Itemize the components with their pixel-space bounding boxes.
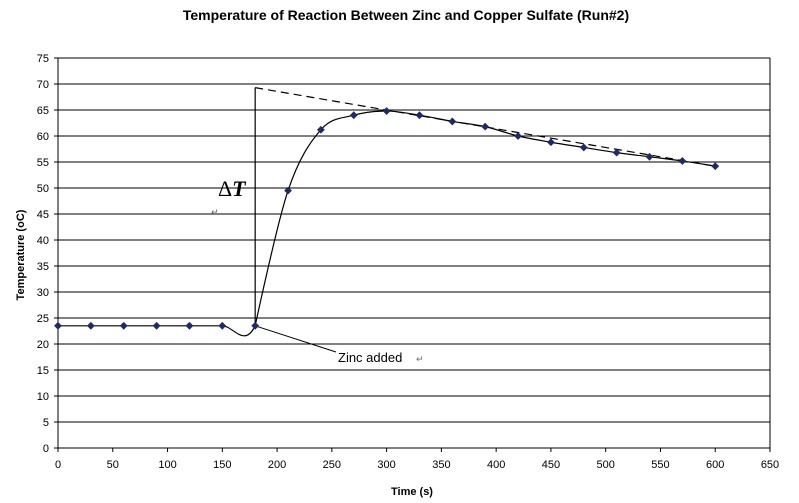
zinc-added-leader (255, 325, 337, 353)
x-tick-label: 350 (432, 459, 450, 471)
y-tick-label: 50 (37, 183, 49, 195)
x-tick-label: 250 (323, 459, 341, 471)
data-point (185, 321, 194, 330)
y-tick-label: 65 (37, 105, 49, 117)
x-tick-label: 0 (55, 459, 61, 471)
x-axis-title: Time (s) (391, 486, 433, 498)
data-point (316, 125, 325, 134)
data-point (54, 321, 62, 330)
y-tick-label: 5 (43, 417, 49, 429)
zinc-added-label: Zinc added (338, 350, 402, 365)
grid-lines (58, 57, 770, 449)
data-point (218, 321, 227, 330)
data-point (645, 152, 654, 161)
data-point (514, 132, 522, 140)
data-points (54, 107, 720, 330)
x-tick-labels: 0 50 100 150 200 250 300 350 400 450 500 550 600 650 (55, 459, 779, 471)
data-point (448, 117, 457, 126)
return-mark: ↵ (211, 208, 219, 218)
x-tick-label: 500 (597, 459, 615, 471)
x-tick-label: 50 (107, 459, 119, 471)
x-tick-label: 200 (268, 459, 286, 471)
y-tick-label: 15 (37, 365, 49, 377)
y-tick-label: 75 (37, 53, 49, 65)
y-tick-label: 40 (37, 235, 49, 247)
data-point (711, 162, 720, 171)
data-point (119, 321, 128, 330)
data-point (382, 107, 391, 115)
data-point (152, 321, 161, 330)
data-point (579, 143, 588, 152)
x-tick-label: 150 (213, 459, 231, 471)
x-tick-label: 400 (487, 459, 505, 471)
data-point (284, 186, 292, 195)
chart-title: Temperature of Reaction Between Zinc and… (183, 7, 629, 23)
x-tick-label: 650 (761, 459, 779, 471)
y-tick-label: 35 (37, 261, 49, 273)
data-point (251, 321, 260, 330)
y-tick-label: 0 (43, 443, 49, 455)
data-point (86, 321, 95, 330)
y-axis-title: Temperature (oC) (15, 209, 27, 300)
series-line (57, 110, 716, 337)
data-point (481, 122, 490, 131)
data-point (678, 157, 687, 165)
data-point (612, 148, 621, 157)
y-tick-label: 30 (37, 287, 49, 299)
x-tick-label: 450 (542, 459, 560, 471)
axes (54, 57, 771, 452)
x-tick-label: 600 (706, 459, 724, 471)
delta-t-label: ΔT (218, 176, 247, 201)
y-tick-label: 70 (37, 79, 49, 91)
x-tick-label: 300 (377, 459, 395, 471)
annotations: ΔT ↵ Zinc added ↵ (211, 87, 716, 365)
y-tick-label: 10 (37, 391, 49, 403)
y-tick-label: 20 (37, 339, 49, 351)
y-tick-label: 60 (37, 131, 49, 143)
data-point (349, 111, 358, 120)
y-tick-label: 25 (37, 313, 49, 325)
data-point (547, 138, 555, 147)
x-tick-label: 550 (651, 459, 669, 471)
y-tick-label: 55 (37, 157, 49, 169)
data-point (415, 111, 424, 120)
y-tick-label: 45 (37, 209, 49, 221)
y-tick-labels: 0 5 10 15 20 25 30 35 40 45 50 55 60 65 70 75 (37, 53, 49, 455)
x-tick-label: 100 (158, 459, 176, 471)
series-curve (57, 110, 716, 337)
return-mark: ↵ (416, 355, 424, 365)
